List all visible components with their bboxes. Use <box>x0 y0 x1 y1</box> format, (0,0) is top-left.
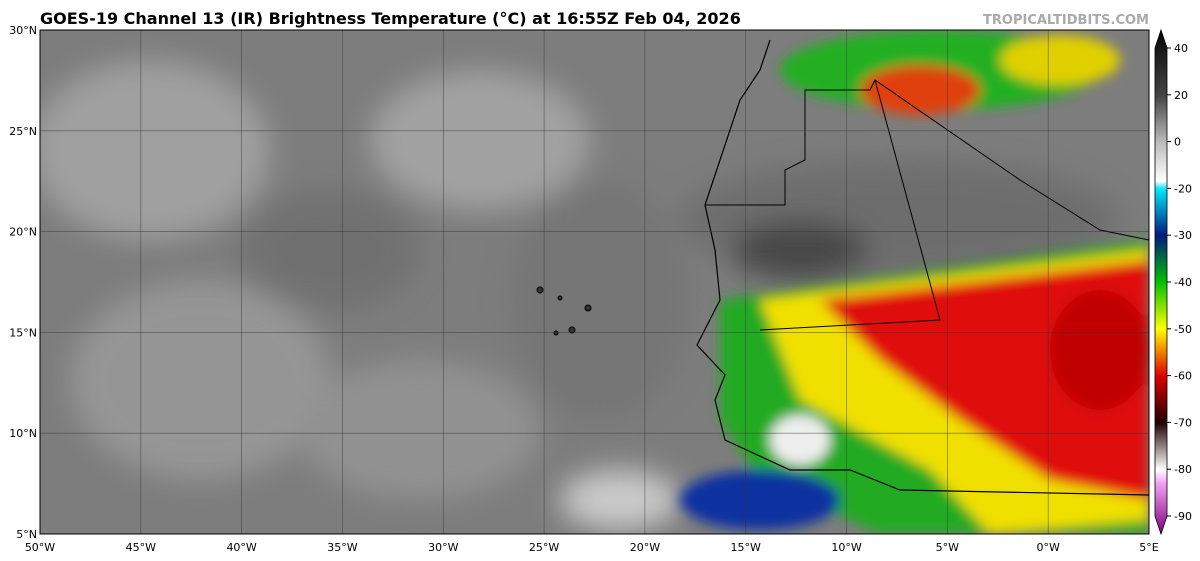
lon-label: 15°W <box>731 541 761 554</box>
colorbar-tick-label: 0 <box>1174 136 1181 149</box>
colorbar-tick-label: -70 <box>1174 416 1192 429</box>
graticule <box>40 30 1149 534</box>
lat-label: 10°N <box>9 427 37 440</box>
colorbar-tick-label: -20 <box>1174 182 1192 195</box>
lon-label: 5°E <box>1139 541 1158 554</box>
map-frame <box>39 29 1150 535</box>
lon-label: 10°W <box>831 541 861 554</box>
watermark: TROPICALTIDBITS.COM <box>983 13 1149 28</box>
lat-label: 30°N <box>9 24 37 37</box>
lon-label: 50°W <box>25 541 55 554</box>
lon-label: 0°W <box>1036 541 1059 554</box>
colorbar-tick-label: 40 <box>1174 42 1188 55</box>
lon-label: 35°W <box>327 541 357 554</box>
lat-label: 15°N <box>9 326 37 339</box>
colorbar-tick-label: -80 <box>1174 463 1192 476</box>
lon-label: 45°W <box>126 541 156 554</box>
lon-label: 40°W <box>226 541 256 554</box>
title: GOES-19 Channel 13 (IR) Brightness Tempe… <box>40 9 741 28</box>
colorbar-tick-label: -50 <box>1174 323 1192 336</box>
colorbar-tick-label: -40 <box>1174 276 1192 289</box>
lon-label: 20°W <box>630 541 660 554</box>
lat-label: 5°N <box>16 528 37 541</box>
colorbar-tick-label: -60 <box>1174 370 1192 383</box>
lat-label: 25°N <box>9 125 37 138</box>
colorbar-tick-label: 20 <box>1174 89 1188 102</box>
satellite-image <box>40 30 1149 534</box>
lon-label: 30°W <box>428 541 458 554</box>
lon-label: 25°W <box>529 541 559 554</box>
colorbar-tick-label: -90 <box>1174 510 1192 523</box>
colorbar <box>1154 28 1168 536</box>
lat-label: 20°N <box>9 226 37 239</box>
colorbar-tick-label: -30 <box>1174 229 1192 242</box>
lon-label: 5°W <box>936 541 959 554</box>
